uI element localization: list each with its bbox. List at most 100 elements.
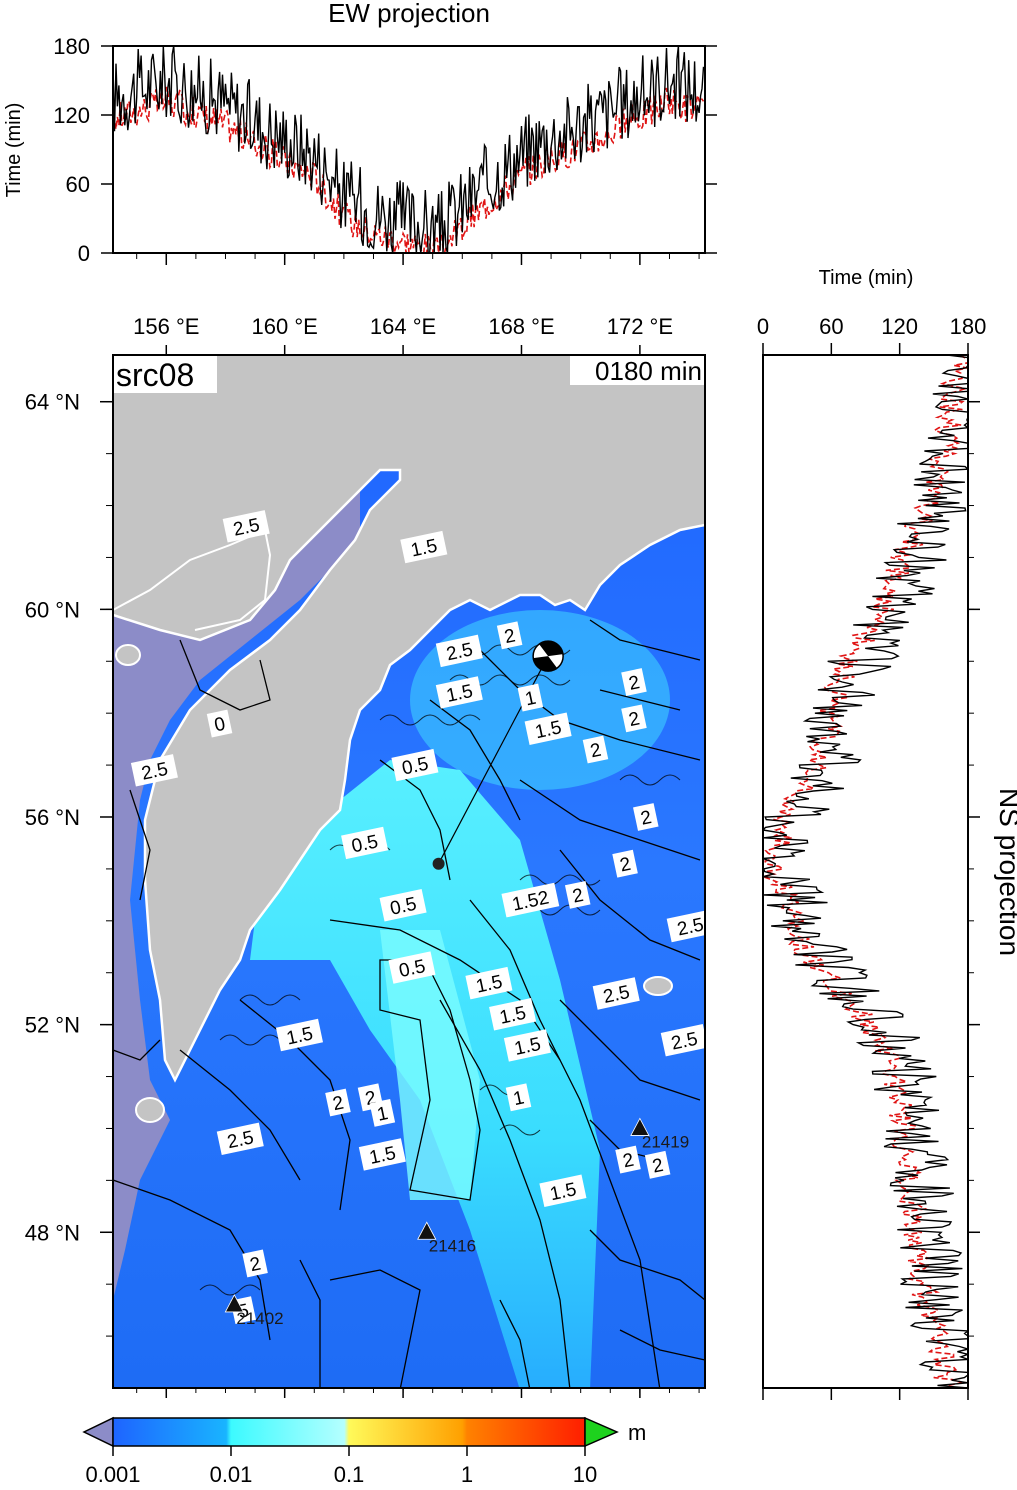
contour-label: 2 <box>627 672 642 695</box>
ew-x-ticks <box>136 253 700 265</box>
colorbar-tick-label: 0.001 <box>85 1462 140 1487</box>
contour-label-bg <box>633 803 659 831</box>
contour-label-bg <box>435 676 483 709</box>
contour-label-bg <box>325 1088 351 1117</box>
contour-label-bg <box>275 1018 324 1052</box>
colorbar-below-triangle <box>82 1416 114 1448</box>
contour-label-bg <box>369 1098 396 1127</box>
island-3 <box>135 1097 165 1123</box>
ns-x-tick-label: 180 <box>950 314 987 339</box>
contour-label-bg <box>505 1083 532 1112</box>
ns-x-tick-label: 0 <box>757 314 769 339</box>
contour-label-bg <box>379 889 427 922</box>
station-triangle-icon[interactable] <box>630 1117 650 1136</box>
ns-x-tick-labels: 0 60 120 180 <box>757 314 986 1400</box>
ns-x-tick-label: 120 <box>881 314 918 339</box>
ns-projection-panel: Time (min) 0 60 120 180 NS projection <box>757 267 1017 1400</box>
map-panel: 2.51.52.502.51.5211.52220.50.50.50.51.52… <box>25 314 706 1398</box>
lat-tick-label: 60 °N <box>25 597 80 622</box>
station-id-label: 21416 <box>429 1236 476 1255</box>
contour-label-bg <box>666 909 705 943</box>
contour-label-bg <box>388 951 436 984</box>
contour-label-bg <box>242 1249 268 1278</box>
ew-max-curve-red <box>113 86 705 253</box>
contour-label-bg <box>539 1174 587 1207</box>
contour-label-bg <box>564 880 591 909</box>
contour-label-bg <box>621 704 647 733</box>
contour-label: 2 <box>503 625 518 648</box>
ns-arrival-curve-black <box>763 355 968 1388</box>
ns-frame <box>762 354 969 1389</box>
contour-label: 2 <box>639 807 654 830</box>
ew-y-tick-labels: 0 60 120 180 <box>53 34 717 266</box>
contour-label-bg <box>621 668 647 696</box>
contour-label: 2 <box>621 1150 636 1173</box>
ew-panel-ylabel: Time (min) <box>3 103 25 198</box>
ew-y-tick-label: 180 <box>53 34 90 59</box>
contour-label-bg <box>130 754 178 787</box>
ns-y-ticks <box>968 400 980 1337</box>
contour-label: 1 <box>375 1103 390 1126</box>
source-label-box <box>113 355 217 393</box>
contour-label-bg <box>496 621 523 650</box>
longitude-tick-labels: 156 °E 160 °E 164 °E 168 °E 172 °E <box>133 314 700 1398</box>
ns-x-tick-label: 60 <box>819 314 843 339</box>
contour-label-bg <box>660 1023 705 1057</box>
contour-label-bg <box>503 1029 551 1062</box>
lon-tick-label: 172 °E <box>607 314 673 339</box>
contour-label-bg <box>206 709 233 738</box>
latitude-tick-labels: 48 °N 52 °N 56 °N 60 °N 64 °N <box>25 390 113 1337</box>
contour-label-bg <box>489 998 537 1031</box>
station-id-label: 21419 <box>642 1132 689 1151</box>
contour-label: 2 <box>331 1093 346 1116</box>
lat-tick-label: 48 °N <box>25 1220 80 1245</box>
lon-tick-label: 156 °E <box>133 314 199 339</box>
time-label: 0180 min <box>595 356 702 386</box>
contour-label: 2 <box>588 740 603 763</box>
contour-label: 2 <box>248 1254 263 1277</box>
colorbar-unit: m <box>628 1420 646 1445</box>
ew-projection-panel: EW projection Time (min) 0 60 120 180 <box>3 0 717 266</box>
colorbar: m 0.001 0.01 0.1 1 10 <box>82 1416 646 1487</box>
low-amp-zone-west <box>113 480 360 1300</box>
lon-tick-label: 168 °E <box>488 314 554 339</box>
island-1 <box>643 976 673 996</box>
contour-label-bg <box>435 634 483 668</box>
plume-core <box>380 930 480 1200</box>
contour-label-bg <box>517 683 544 712</box>
contour-label: 2.5 <box>675 914 705 940</box>
ew-y-tick-label: 120 <box>53 103 90 128</box>
island-2 <box>115 644 141 666</box>
colorbar-tick-label: 10 <box>573 1462 597 1487</box>
contour-label-bg <box>612 849 638 878</box>
contour-label: 1 <box>523 688 538 711</box>
station-triangle-icon[interactable] <box>417 1221 437 1240</box>
contour-label-bg <box>465 966 513 1000</box>
map-frame <box>112 354 706 1389</box>
station-layer: 21416 21402 21419 <box>224 1117 689 1328</box>
contour-label-bg <box>391 748 439 782</box>
lat-tick-label: 56 °N <box>25 805 80 830</box>
colorbar-tick-label: 0.01 <box>210 1462 253 1487</box>
contour-label-bg <box>222 510 270 543</box>
lat-tick-label: 52 °N <box>25 1013 80 1038</box>
station-triangle-icon[interactable] <box>224 1294 245 1313</box>
ns-max-curve-red <box>763 355 968 1388</box>
contour-label-bg <box>501 882 560 918</box>
contour-label: 2 <box>618 854 633 877</box>
contour-label-bg <box>592 977 640 1010</box>
contour-label-bg <box>524 712 572 745</box>
station-id-label: 21402 <box>236 1309 283 1328</box>
colorbar-tick-label: 0.1 <box>334 1462 365 1487</box>
focal-mechanism-beachball <box>532 640 564 672</box>
ew-panel-title: EW projection <box>328 0 490 28</box>
contour-label: 2 <box>571 885 586 908</box>
time-label-box <box>570 355 705 385</box>
contour-label-bg <box>341 826 389 860</box>
contour-label: 2 <box>651 1155 666 1178</box>
source-label: src08 <box>116 357 194 393</box>
ns-panel-xlabel: Time (min) <box>819 267 914 289</box>
colorbar-tick-label: 1 <box>461 1462 473 1487</box>
contour-label-bg <box>400 530 448 564</box>
